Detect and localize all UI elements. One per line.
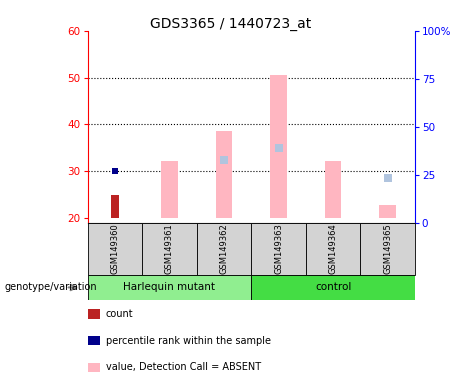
Bar	[88, 362, 100, 372]
Bar	[88, 336, 100, 346]
Text: genotype/variation: genotype/variation	[5, 282, 97, 293]
Text: GSM149364: GSM149364	[329, 223, 337, 274]
Bar	[88, 275, 251, 300]
Bar	[88, 223, 142, 275]
Bar	[161, 161, 177, 218]
Bar	[306, 223, 361, 275]
Bar	[216, 131, 232, 218]
Text: GSM149365: GSM149365	[383, 223, 392, 274]
Bar	[111, 195, 119, 218]
Bar	[251, 223, 306, 275]
Bar	[197, 223, 251, 275]
Text: count: count	[106, 309, 133, 319]
Text: GDS3365 / 1440723_at: GDS3365 / 1440723_at	[150, 17, 311, 31]
Bar	[379, 205, 396, 218]
Text: percentile rank within the sample: percentile rank within the sample	[106, 336, 271, 346]
Text: GSM149361: GSM149361	[165, 223, 174, 274]
Bar	[325, 161, 341, 218]
Bar	[270, 75, 287, 218]
Bar	[251, 275, 415, 300]
Text: GSM149360: GSM149360	[110, 223, 119, 274]
Bar	[142, 223, 197, 275]
Text: value, Detection Call = ABSENT: value, Detection Call = ABSENT	[106, 362, 261, 372]
Bar	[88, 309, 100, 319]
Text: control: control	[315, 282, 351, 293]
Text: GSM149363: GSM149363	[274, 223, 283, 274]
Text: Harlequin mutant: Harlequin mutant	[124, 282, 215, 293]
Bar	[361, 223, 415, 275]
Text: GSM149362: GSM149362	[219, 223, 229, 274]
